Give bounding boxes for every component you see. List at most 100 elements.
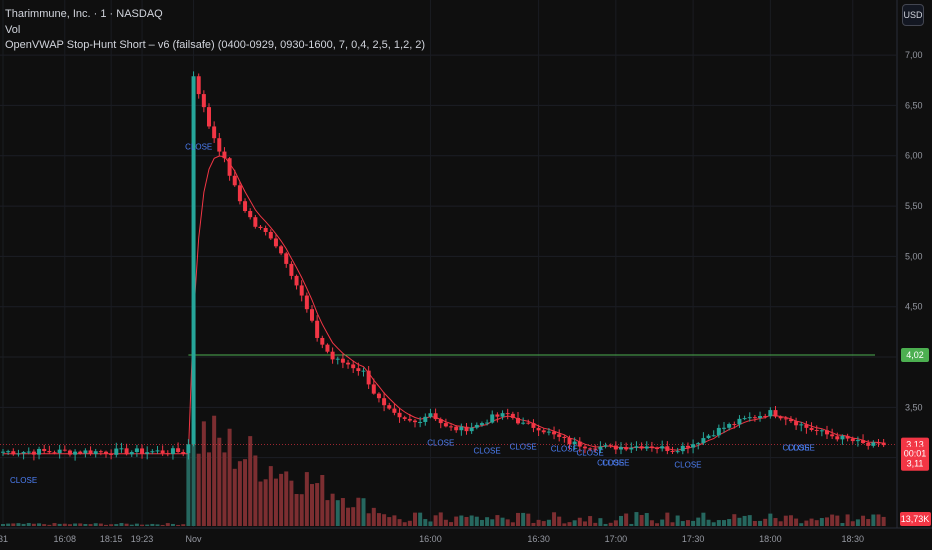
symbol-legend[interactable]: Tharimmune, Inc. · 1 · NASDAQ [5,8,163,20]
indicator-legend[interactable]: OpenVWAP Stop-Hunt Short – v6 (failsafe)… [5,39,426,51]
x-tick-label: 17:30 [682,534,705,544]
volume-bar [325,500,330,526]
candle-body [670,451,675,453]
volume-bar [273,478,278,526]
volume-bar [73,523,78,526]
volume-bar [320,475,325,526]
volume-bar [150,523,155,526]
volume-bar [871,514,876,526]
volume-bar [304,472,309,526]
candle-body [155,450,160,452]
volume-bar [57,523,62,526]
candle-body [392,408,397,413]
volume-bar [433,515,438,526]
currency-button[interactable]: USD [902,4,924,26]
volume-bar [284,471,289,526]
volume-bar [397,519,402,526]
candle-body [685,445,690,448]
y-tick-label: 4,50 [905,302,923,312]
close-label: CLOSE [474,447,501,456]
volume-bar [588,516,593,526]
volume-bar [835,515,840,526]
close-label: CLOSE [783,444,810,453]
candle-body [16,453,21,455]
candle-body [449,426,454,428]
volume-bar [1,524,5,526]
volume-bar [207,452,211,526]
x-tick-label: 18:15 [100,534,123,544]
candle-body [340,358,345,363]
volume-bar [83,523,88,526]
volume-bar [165,523,170,526]
volume-bar [454,516,459,526]
candle-body [212,126,217,139]
volume-bar [402,522,407,526]
candle-body [459,426,464,431]
volume-bar [701,512,706,526]
volume-bar [577,517,582,526]
volume-bar [680,521,685,526]
volume-bar [124,523,129,526]
candle-body [258,226,263,228]
candle-body [644,446,649,449]
volume-bar [855,519,860,526]
volume-bar [567,522,572,526]
volume-bar [670,522,675,526]
volume-bar [201,421,206,526]
volume-bar [598,518,603,526]
candle-body [376,393,381,399]
candle-body [577,441,582,447]
candle-body [691,444,696,448]
volume-bar [521,512,526,526]
volume-bar [624,513,629,526]
candle-body [819,430,824,432]
volume-bar [799,523,804,526]
volume-bar [407,520,412,526]
volume-bar [685,520,690,526]
candle-body [196,76,201,95]
volume-bar [160,524,165,526]
volume-bar [696,517,701,526]
volume-bar [474,516,479,526]
x-tick-label: 18:00 [759,534,782,544]
volume-bar [310,484,314,526]
candle-body [217,138,222,152]
candle-body [531,423,536,428]
volume-bar [181,524,186,526]
volume-legend[interactable]: Vol [5,24,21,36]
candle-body [134,448,139,453]
candle-body [83,450,88,454]
close-label: CLOSE [602,459,629,468]
candle-body [371,384,376,394]
volume-bar [88,524,93,526]
volume-bar [562,523,567,526]
volume-bar [500,517,505,526]
volume-bar [387,517,392,526]
volume-bar [552,512,557,526]
candle-body [788,419,793,422]
volume-bar [93,523,98,526]
volume-bar [742,515,747,526]
candle-body [546,431,551,433]
volume-bar [629,523,634,526]
volume-bar [356,497,361,526]
candle-body [88,450,93,455]
candle-body [176,448,181,453]
volume-bar [98,523,103,526]
candle-body [104,451,108,454]
volume-bar [351,507,356,526]
y-tick-label: 6,50 [905,100,923,110]
candle-body [675,451,680,453]
candle-body [351,364,356,369]
candle-body [165,453,170,455]
candle-body [758,416,763,419]
volume-bar [593,522,598,526]
candle-body [495,414,500,417]
candle-body [479,423,484,425]
candle-body [768,410,773,417]
candle-body [140,448,145,454]
price-badge [901,456,929,471]
candle-body [320,337,325,345]
